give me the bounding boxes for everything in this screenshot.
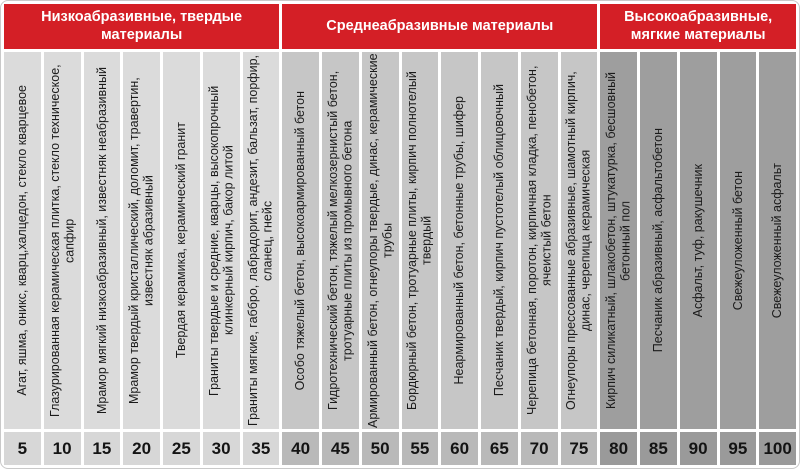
header-row: Низкоабразивные, твердые материалы Средн…: [4, 4, 796, 49]
material-label: Глазурированная керамическая плитка, сте…: [47, 64, 77, 417]
material-column: Особо тяжелый бетон, высокоармированный …: [282, 52, 319, 429]
material-label: Свежеуложенный бетон: [730, 170, 745, 311]
abrasiveness-value: 40: [282, 432, 319, 465]
abrasiveness-value: 20: [123, 432, 160, 465]
abrasiveness-value: 90: [679, 432, 717, 465]
abrasiveness-value: 35: [242, 432, 280, 465]
material-column: Мрамор твердый кристаллический, доломит,…: [123, 52, 160, 429]
abrasiveness-value: 50: [361, 432, 399, 465]
material-label: Песчаник абразивный, асфальтобетон: [651, 128, 666, 353]
abrasiveness-value: 75: [560, 432, 598, 465]
material-column: Песчаник твердый, кирпич пустотелый обли…: [481, 52, 518, 429]
abrasiveness-value: 45: [322, 432, 359, 465]
abrasiveness-value: 70: [520, 432, 558, 465]
abrasiveness-value: 80: [600, 432, 637, 465]
abrasiveness-value: 30: [202, 432, 240, 465]
abrasiveness-value: 5: [4, 432, 41, 465]
material-column: Свежеуложенный бетон: [719, 52, 757, 429]
material-column: Кирпич силикатный, шлакобетон, штукатурк…: [600, 52, 637, 429]
header-group-low-abrasive: Низкоабразивные, твердые материалы: [4, 4, 280, 49]
material-label: Песчаник твердый, кирпич пустотелый обли…: [492, 84, 507, 397]
abrasiveness-value: 55: [401, 432, 439, 465]
material-label: Свежеуложенный асфальт: [770, 162, 785, 319]
abrasiveness-value: 85: [640, 432, 677, 465]
material-label: Армированный бетон, огнеупоры твердые, д…: [365, 53, 395, 428]
material-label: Граниты мягкие, габбро, лабрадорит, анде…: [246, 55, 275, 427]
abrasiveness-value: 95: [719, 432, 757, 465]
material-label: Бордюрный бетон, тротуарные плиты, кирпи…: [405, 71, 434, 410]
material-column: Черепица бетонная, поротон, кирпичная кл…: [520, 52, 558, 429]
material-label: Граниты твердые и средние, кварцы, высок…: [206, 85, 236, 396]
abrasiveness-value: 15: [83, 432, 121, 465]
values-row: 5 10 15 20 25 30 35 40 45 50 55 60 65 70 75 80 85 90 95 100: [4, 432, 796, 465]
abrasiveness-value: 10: [43, 432, 81, 465]
material-label: Мрамор мягкий низкоабразивный, известняк…: [94, 66, 109, 415]
abrasiveness-value: 65: [481, 432, 518, 465]
abrasiveness-value: 25: [163, 432, 200, 465]
material-label: Гидротехнический бетон, тяжелый мелкозер…: [325, 70, 355, 411]
material-column: Асфальт, туф, ракушечник: [679, 52, 717, 429]
material-label: Асфальт, туф, ракушечник: [690, 163, 705, 318]
material-column: Неармированный бетон, бетонные трубы, ши…: [441, 52, 478, 429]
header-group-medium-abrasive: Среднеабразивные материалы: [282, 4, 598, 49]
material-column: Мрамор мягкий низкоабразивный, известняк…: [83, 52, 121, 429]
material-column: Агат, яшма, оникс, кварц,халцедон, стекл…: [4, 52, 41, 429]
material-label: Черепица бетонная, поротон, кирпичная кл…: [524, 65, 554, 416]
material-column: Бордюрный бетон, тротуарные плиты, кирпи…: [401, 52, 439, 429]
material-column: Гидротехнический бетон, тяжелый мелкозер…: [322, 52, 359, 429]
material-column: Огнеупоры прессованные абразивные, шамот…: [560, 52, 598, 429]
header-group-high-abrasive: Высокоабразивные, мягкие материалы: [600, 4, 796, 49]
material-label: Огнеупоры прессованные абразивные, шамот…: [564, 71, 593, 410]
material-label: Мрамор твердый кристаллический, доломит,…: [127, 77, 156, 404]
material-column: Армированный бетон, огнеупоры твердые, д…: [361, 52, 399, 429]
material-label: Твердая керамика, керамический гранит: [174, 122, 189, 359]
abrasiveness-value: 100: [759, 432, 796, 465]
material-column: Свежеуложенный асфальт: [759, 52, 796, 429]
material-label: Особо тяжелый бетон, высокоармированный …: [293, 90, 308, 391]
material-column: Песчаник абразивный, асфальтобетон: [640, 52, 677, 429]
materials-row: Агат, яшма, оникс, кварц,халцедон, стекл…: [4, 52, 796, 429]
material-column: Твердая керамика, керамический гранит: [163, 52, 200, 429]
material-label: Агат, яшма, оникс, кварц,халцедон, стекл…: [15, 85, 30, 396]
abrasiveness-value: 60: [441, 432, 478, 465]
material-label: Неармированный бетон, бетонные трубы, ши…: [452, 96, 467, 385]
material-column: Граниты мягкие, габбро, лабрадорит, анде…: [242, 52, 280, 429]
material-column: Глазурированная керамическая плитка, сте…: [43, 52, 81, 429]
material-column: Граниты твердые и средние, кварцы, высок…: [202, 52, 240, 429]
material-label: Кирпич силикатный, шлакобетон, штукатурк…: [604, 71, 633, 410]
